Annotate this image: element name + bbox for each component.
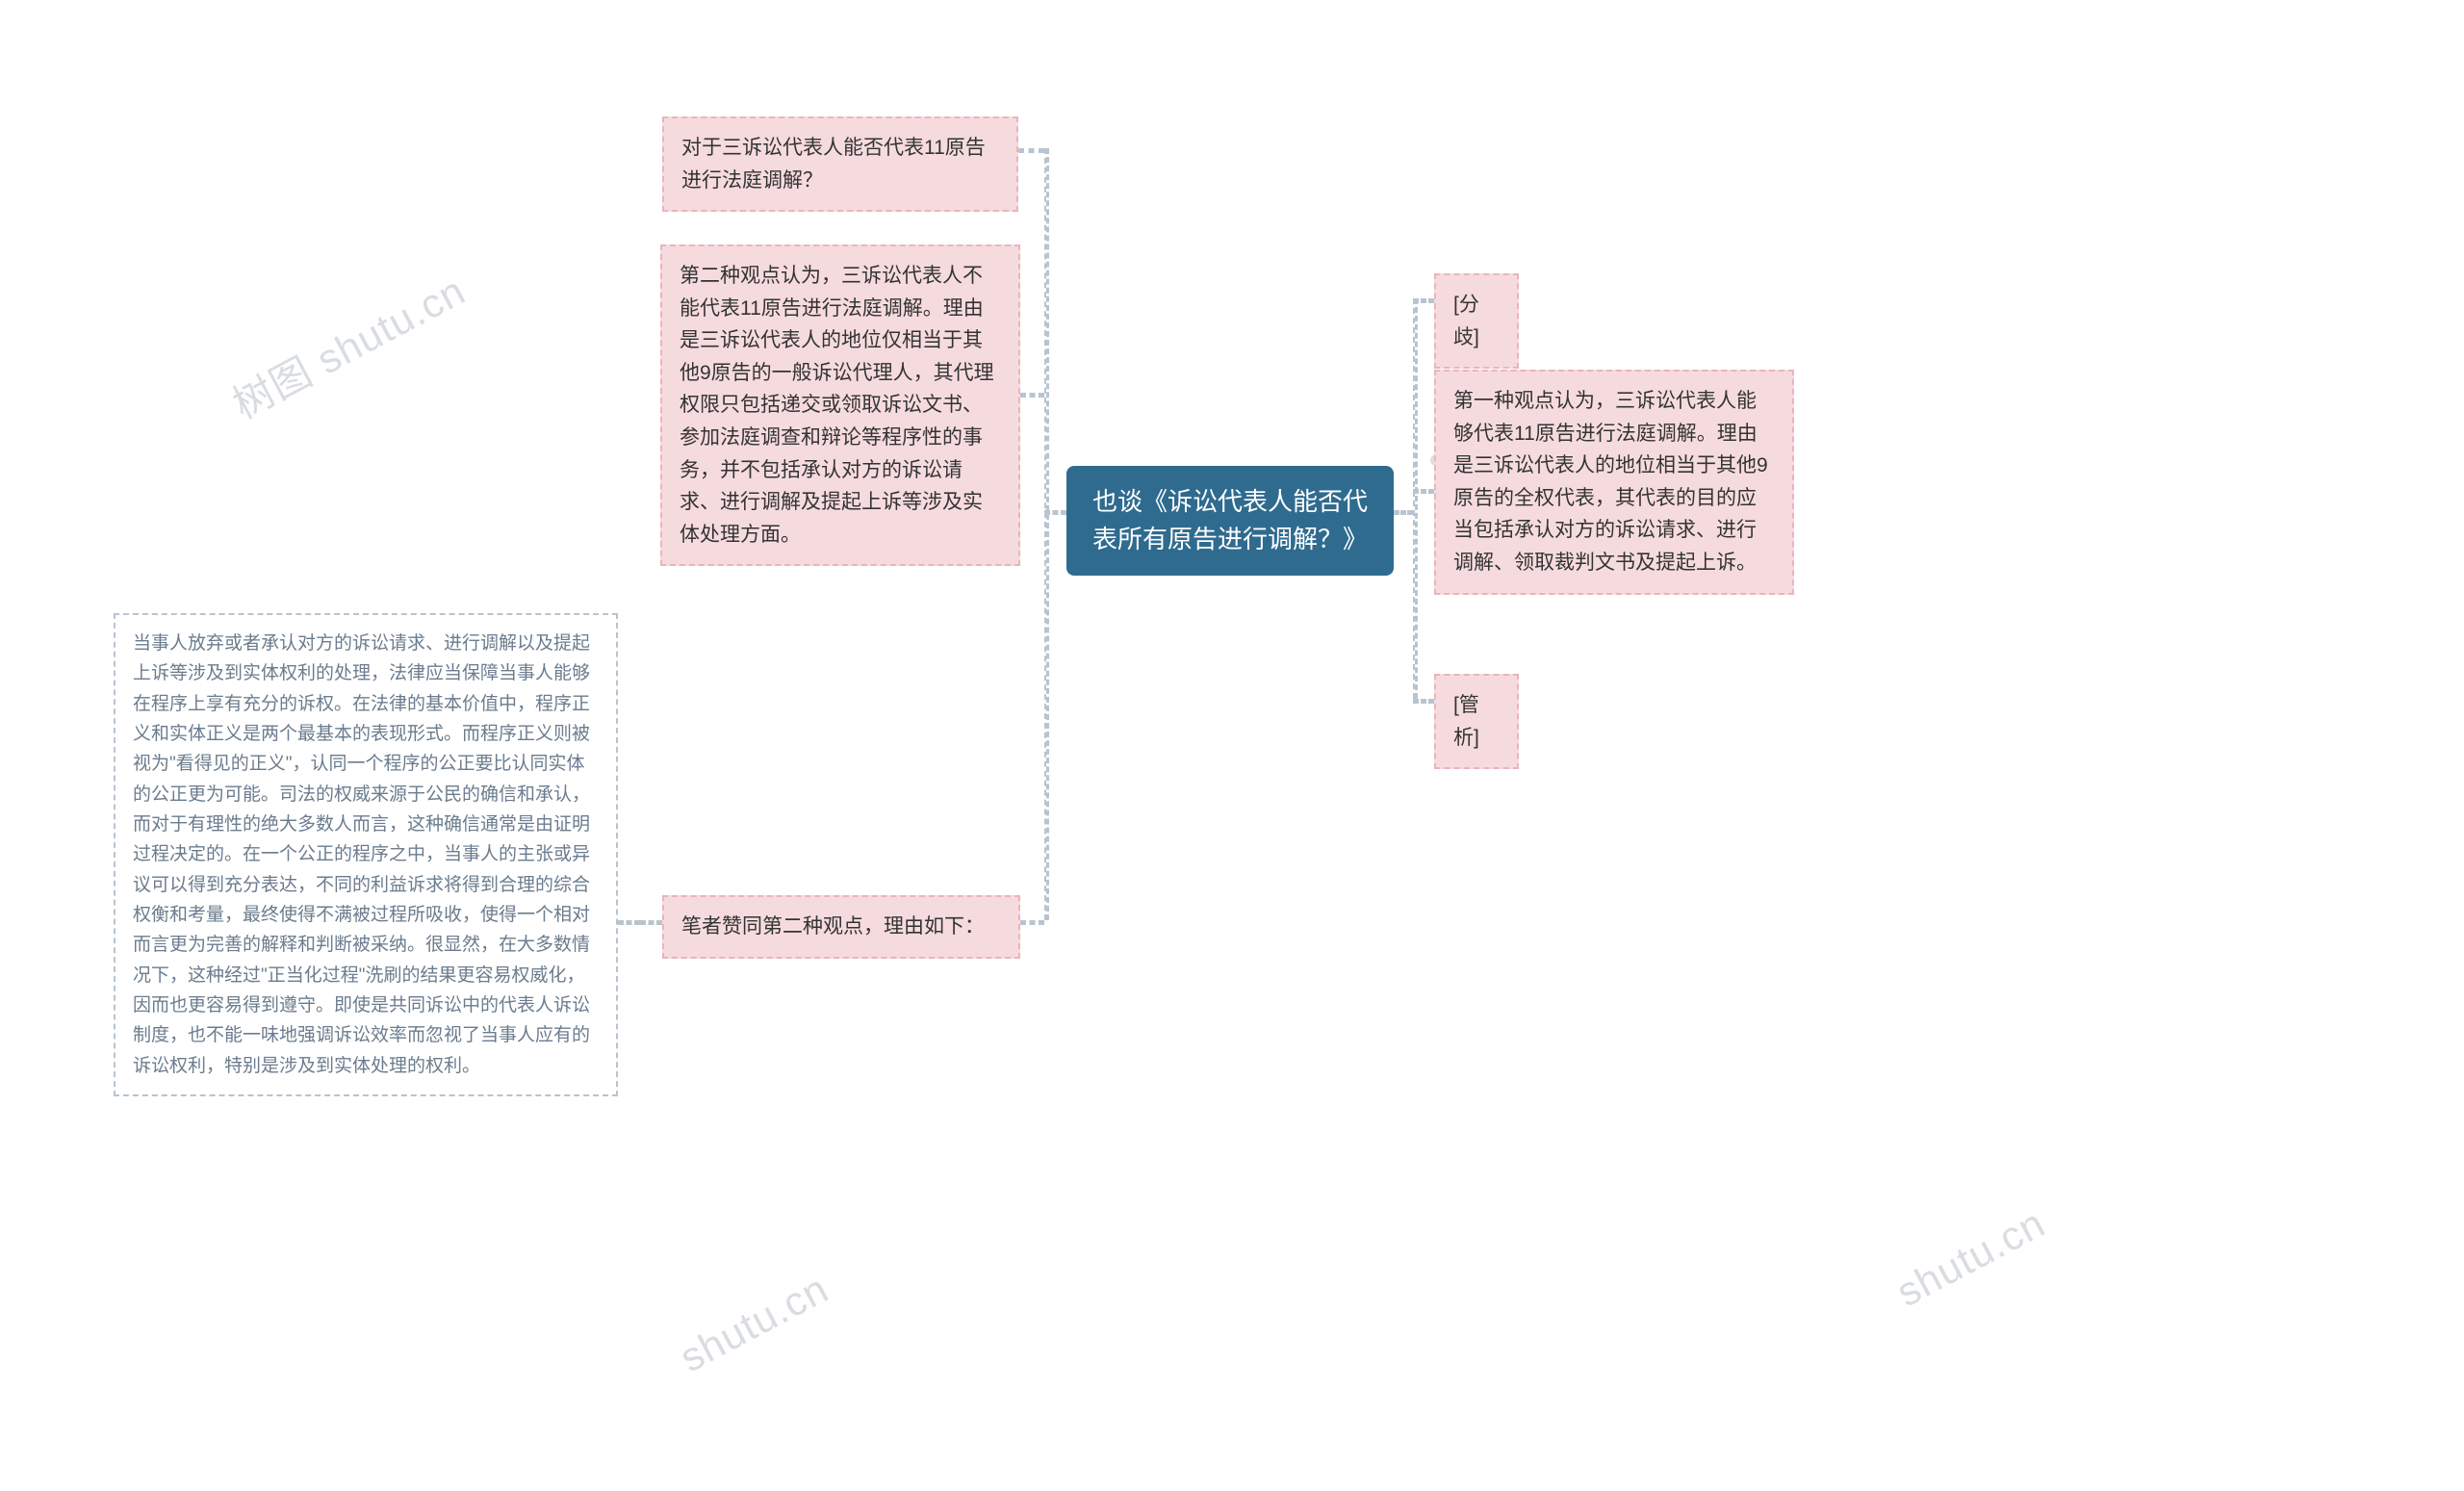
connector <box>1018 148 1044 153</box>
watermark: 树图 shutu.cn <box>221 259 475 430</box>
left-node-explanation: 当事人放弃或者承认对方的诉讼请求、进行调解以及提起上诉等涉及到实体权利的处理，法… <box>114 613 618 1096</box>
connector <box>1413 699 1434 704</box>
connector <box>1020 920 1044 925</box>
connector <box>1394 510 1413 515</box>
left-node-explanation-text: 当事人放弃或者承认对方的诉讼请求、进行调解以及提起上诉等涉及到实体权利的处理，法… <box>133 633 590 1076</box>
watermark: shutu.cn <box>1889 1200 2053 1317</box>
right-node-view1: 第一种观点认为，三诉讼代表人能够代表11原告进行法庭调解。理由是三诉讼代表人的地… <box>1434 370 1794 595</box>
center-node: 也谈《诉讼代表人能否代表所有原告进行调解？》 <box>1066 466 1394 576</box>
right-node-divergence-text: [分歧] <box>1453 294 1479 348</box>
connector <box>1413 298 1434 303</box>
left-node-view2: 第二种观点认为，三诉讼代表人不能代表11原告进行法庭调解。理由是三诉讼代表人的地… <box>660 244 1020 566</box>
connector <box>1413 489 1434 494</box>
right-node-analysis: [管析] <box>1434 674 1519 769</box>
connector <box>1020 393 1044 398</box>
watermark: shutu.cn <box>673 1266 836 1382</box>
right-node-divergence: [分歧] <box>1434 273 1519 369</box>
left-node-author-agree: 笔者赞同第二种观点，理由如下： <box>662 895 1020 959</box>
connector <box>618 920 640 925</box>
left-node-question: 对于三诉讼代表人能否代表11原告进行法庭调解？ <box>662 116 1018 212</box>
left-node-view2-text: 第二种观点认为，三诉讼代表人不能代表11原告进行法庭调解。理由是三诉讼代表人的地… <box>680 265 994 546</box>
right-node-analysis-text: [管析] <box>1453 694 1479 749</box>
connector <box>1413 298 1418 699</box>
center-node-text: 也谈《诉讼代表人能否代表所有原告进行调解？》 <box>1092 487 1368 553</box>
connector <box>1044 148 1049 920</box>
right-node-view1-text: 第一种观点认为，三诉讼代表人能够代表11原告进行法庭调解。理由是三诉讼代表人的地… <box>1453 390 1768 574</box>
left-node-author-agree-text: 笔者赞同第二种观点，理由如下： <box>681 915 985 938</box>
connector <box>640 920 662 925</box>
left-node-question-text: 对于三诉讼代表人能否代表11原告进行法庭调解？ <box>681 137 986 192</box>
